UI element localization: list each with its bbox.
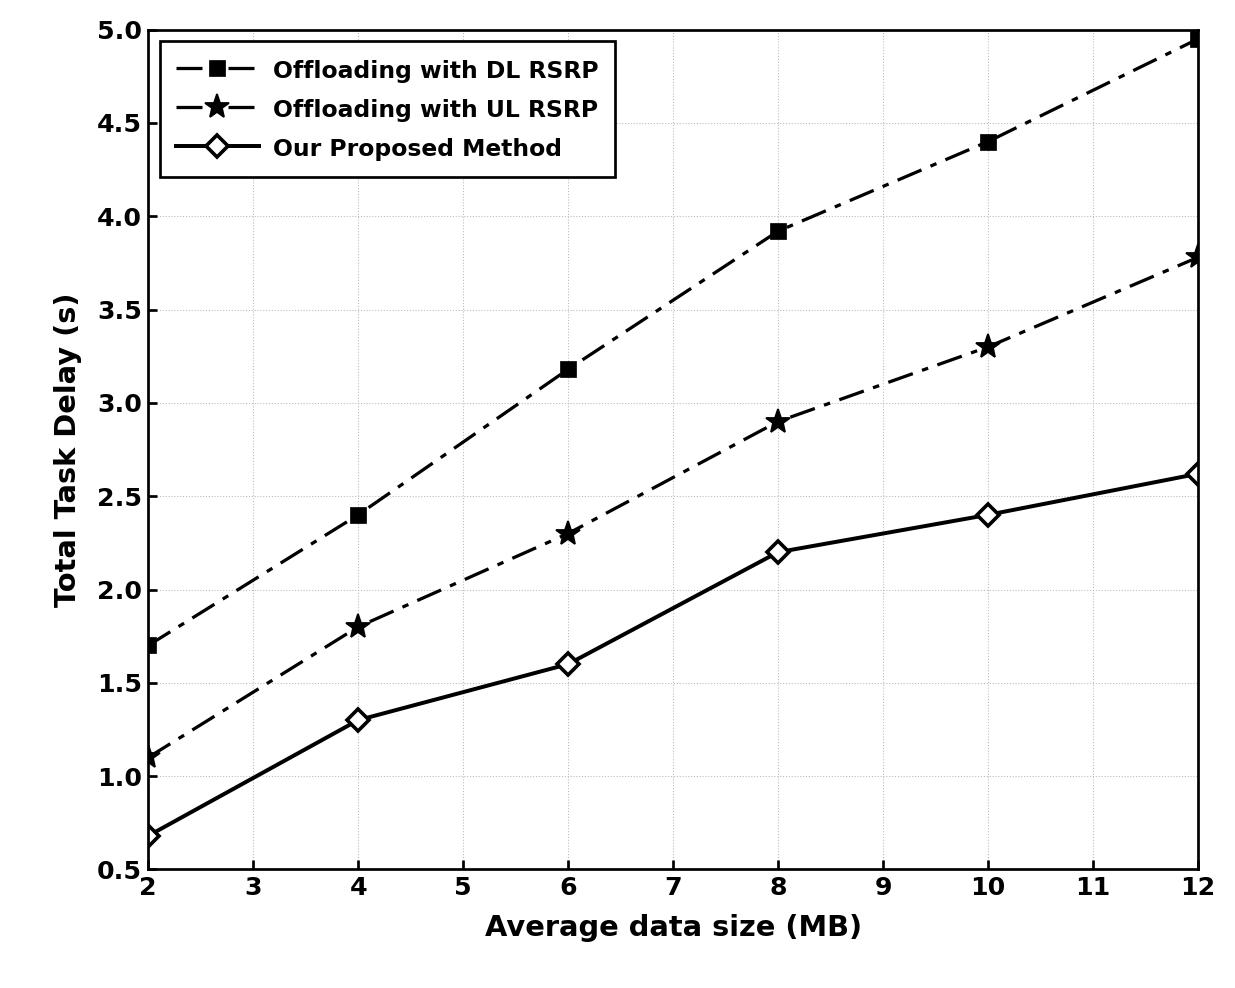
Offloading with DL RSRP [141, 639, 156, 651]
Offloading with DL RSRP [771, 225, 785, 237]
Line: Offloading with UL RSRP: Offloading with UL RSRP [136, 245, 1210, 770]
Offloading with DL RSRP [981, 135, 995, 147]
Offloading with UL RSRP [351, 620, 366, 632]
Offloading with UL RSRP [561, 528, 576, 539]
X-axis label: Average data size (MB): Average data size (MB) [484, 914, 862, 943]
Legend: Offloading with DL RSRP, Offloading with UL RSRP, Our Proposed Method: Offloading with DL RSRP, Offloading with… [161, 41, 615, 177]
Offloading with UL RSRP [1191, 251, 1205, 263]
Offloading with UL RSRP [141, 752, 156, 764]
Our Proposed Method [561, 658, 576, 670]
Offloading with DL RSRP [1191, 33, 1205, 44]
Offloading with UL RSRP [771, 416, 785, 428]
Line: Offloading with DL RSRP: Offloading with DL RSRP [141, 32, 1205, 653]
Our Proposed Method [771, 546, 785, 558]
Line: Our Proposed Method: Our Proposed Method [140, 465, 1207, 844]
Our Proposed Method [141, 830, 156, 842]
Our Proposed Method [981, 509, 995, 521]
Y-axis label: Total Task Delay (s): Total Task Delay (s) [54, 292, 83, 607]
Offloading with UL RSRP [981, 341, 995, 353]
Our Proposed Method [351, 714, 366, 726]
Offloading with DL RSRP [561, 364, 576, 375]
Offloading with DL RSRP [351, 509, 366, 521]
Our Proposed Method [1191, 468, 1205, 480]
